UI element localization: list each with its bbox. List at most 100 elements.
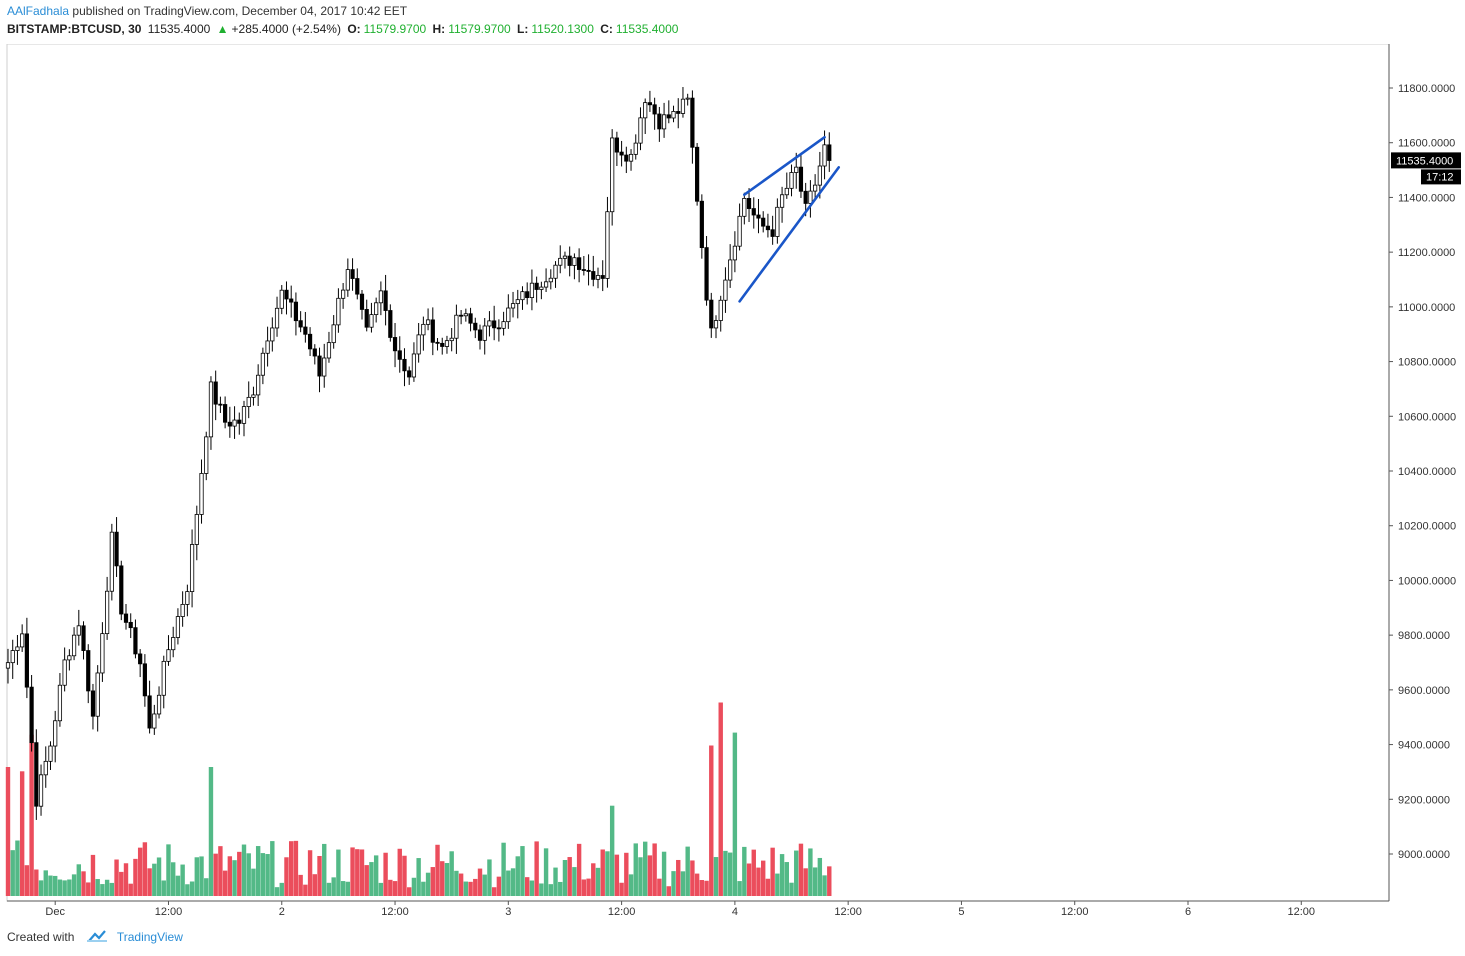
- volume-bar: [397, 848, 402, 896]
- volume-bar: [624, 852, 629, 896]
- candle-body: [100, 633, 105, 674]
- wedge-trendlines[interactable]: [738, 135, 841, 303]
- candle-body: [425, 319, 431, 325]
- candle-body: [355, 278, 360, 295]
- volume-bar: [666, 886, 671, 896]
- candle-body: [213, 381, 218, 405]
- candle-body: [586, 269, 591, 272]
- candle-body: [402, 358, 407, 372]
- volume-bar: [440, 861, 445, 896]
- volume-bar: [742, 846, 747, 896]
- candle-body: [652, 104, 657, 115]
- volume-series: [5, 702, 832, 896]
- time-tick-label: 6: [1185, 906, 1191, 918]
- candle-body: [473, 322, 478, 331]
- candle-body: [232, 419, 237, 427]
- volume-bar: [817, 857, 823, 896]
- price-tick-label: 10000.0000: [1398, 575, 1456, 587]
- volume-bar: [326, 882, 332, 896]
- volume-bar: [48, 875, 53, 896]
- volume-bar: [723, 850, 728, 896]
- candle-body: [690, 97, 695, 148]
- volume-bar: [411, 877, 417, 896]
- candle-body: [208, 381, 214, 438]
- candle-body: [732, 245, 737, 261]
- volume-bar: [133, 858, 138, 896]
- candle-body: [751, 208, 756, 216]
- volume-bar: [732, 732, 738, 896]
- time-tick-label: 12:00: [381, 906, 409, 918]
- candle-body: [657, 113, 662, 130]
- price-change: +285.4000 (+2.54%): [231, 22, 341, 36]
- last-price-tag-label: 11535.4000: [1396, 155, 1453, 167]
- time-tick-label: 5: [958, 906, 964, 918]
- volume-bar: [803, 868, 808, 896]
- candle-body: [803, 190, 808, 204]
- volume-bar: [581, 879, 587, 896]
- trendline[interactable]: [743, 135, 826, 196]
- close-value: 11535.4000: [615, 22, 679, 36]
- volume-bar: [199, 856, 204, 896]
- symbol-label[interactable]: BITSTAMP:BTCUSD, 30: [7, 22, 142, 36]
- volume-bar: [194, 857, 199, 896]
- candle-body: [237, 419, 242, 424]
- volume-bar: [548, 884, 553, 896]
- candle-body: [194, 514, 199, 545]
- candle-body: [529, 282, 535, 299]
- author-link[interactable]: AAlFadhala: [7, 4, 70, 18]
- volume-bar: [204, 878, 209, 896]
- candle-body: [326, 342, 332, 359]
- candle-body: [666, 114, 671, 119]
- volume-bar: [567, 857, 572, 896]
- volume-bar: [123, 863, 129, 896]
- volume-bar: [402, 855, 407, 896]
- volume-bar: [38, 880, 44, 896]
- candle-body: [614, 137, 619, 153]
- price-axis[interactable]: 11800.0000 11600.0000 11400.0000 11200.0000…: [1389, 83, 1461, 861]
- candle-body: [430, 319, 435, 343]
- candle-body: [610, 137, 615, 213]
- candle-body: [525, 291, 530, 299]
- candle-body: [520, 291, 525, 301]
- candle-body: [685, 97, 690, 100]
- candle-body: [440, 342, 445, 347]
- candle-body: [671, 111, 676, 119]
- volume-bar: [614, 854, 620, 896]
- candle-body: [199, 473, 204, 515]
- volume-bar: [156, 857, 162, 896]
- price-tick-label: 9600.0000: [1398, 685, 1450, 697]
- volume-bar: [81, 871, 86, 896]
- volume-bar: [454, 870, 459, 896]
- volume-bar: [496, 876, 502, 896]
- candle-body: [175, 616, 181, 638]
- candle-body: [676, 111, 681, 114]
- price-tick-label: 11000.0000: [1398, 302, 1455, 314]
- volume-bar: [255, 846, 261, 896]
- volume-bar: [421, 881, 426, 896]
- volume-bar: [298, 874, 303, 896]
- candle-body: [827, 144, 832, 161]
- volume-bar: [704, 880, 709, 896]
- last-price-tag: [1391, 152, 1461, 169]
- trendline[interactable]: [738, 166, 841, 303]
- price-tick-label: 9000.0000: [1398, 849, 1450, 861]
- volume-bar: [232, 860, 237, 896]
- price-chart[interactable]: 11800.0000 11600.0000 11400.0000 11200.0000…: [0, 44, 1465, 924]
- candle-body: [798, 166, 804, 192]
- volume-bar: [57, 879, 63, 896]
- volume-bar: [166, 844, 171, 896]
- candle-body: [369, 314, 374, 328]
- volume-bar: [213, 853, 218, 896]
- tradingview-link[interactable]: TradingView: [116, 930, 183, 944]
- candle-body: [661, 114, 667, 130]
- volume-bar: [175, 875, 181, 896]
- time-axis[interactable]: Dec 12:00 2 12:00 3 12:00 4 12:00 5 12:00 6 12:00: [45, 901, 1315, 918]
- volume-bar: [661, 851, 667, 896]
- volume-bar: [562, 860, 568, 896]
- publish-info: AAlFadhala published on TradingView.com,…: [7, 4, 407, 18]
- candle-body: [388, 310, 393, 338]
- candle-body: [548, 277, 553, 283]
- candle-body: [218, 403, 223, 406]
- volume-bar: [222, 870, 228, 896]
- volume-bar: [152, 863, 157, 896]
